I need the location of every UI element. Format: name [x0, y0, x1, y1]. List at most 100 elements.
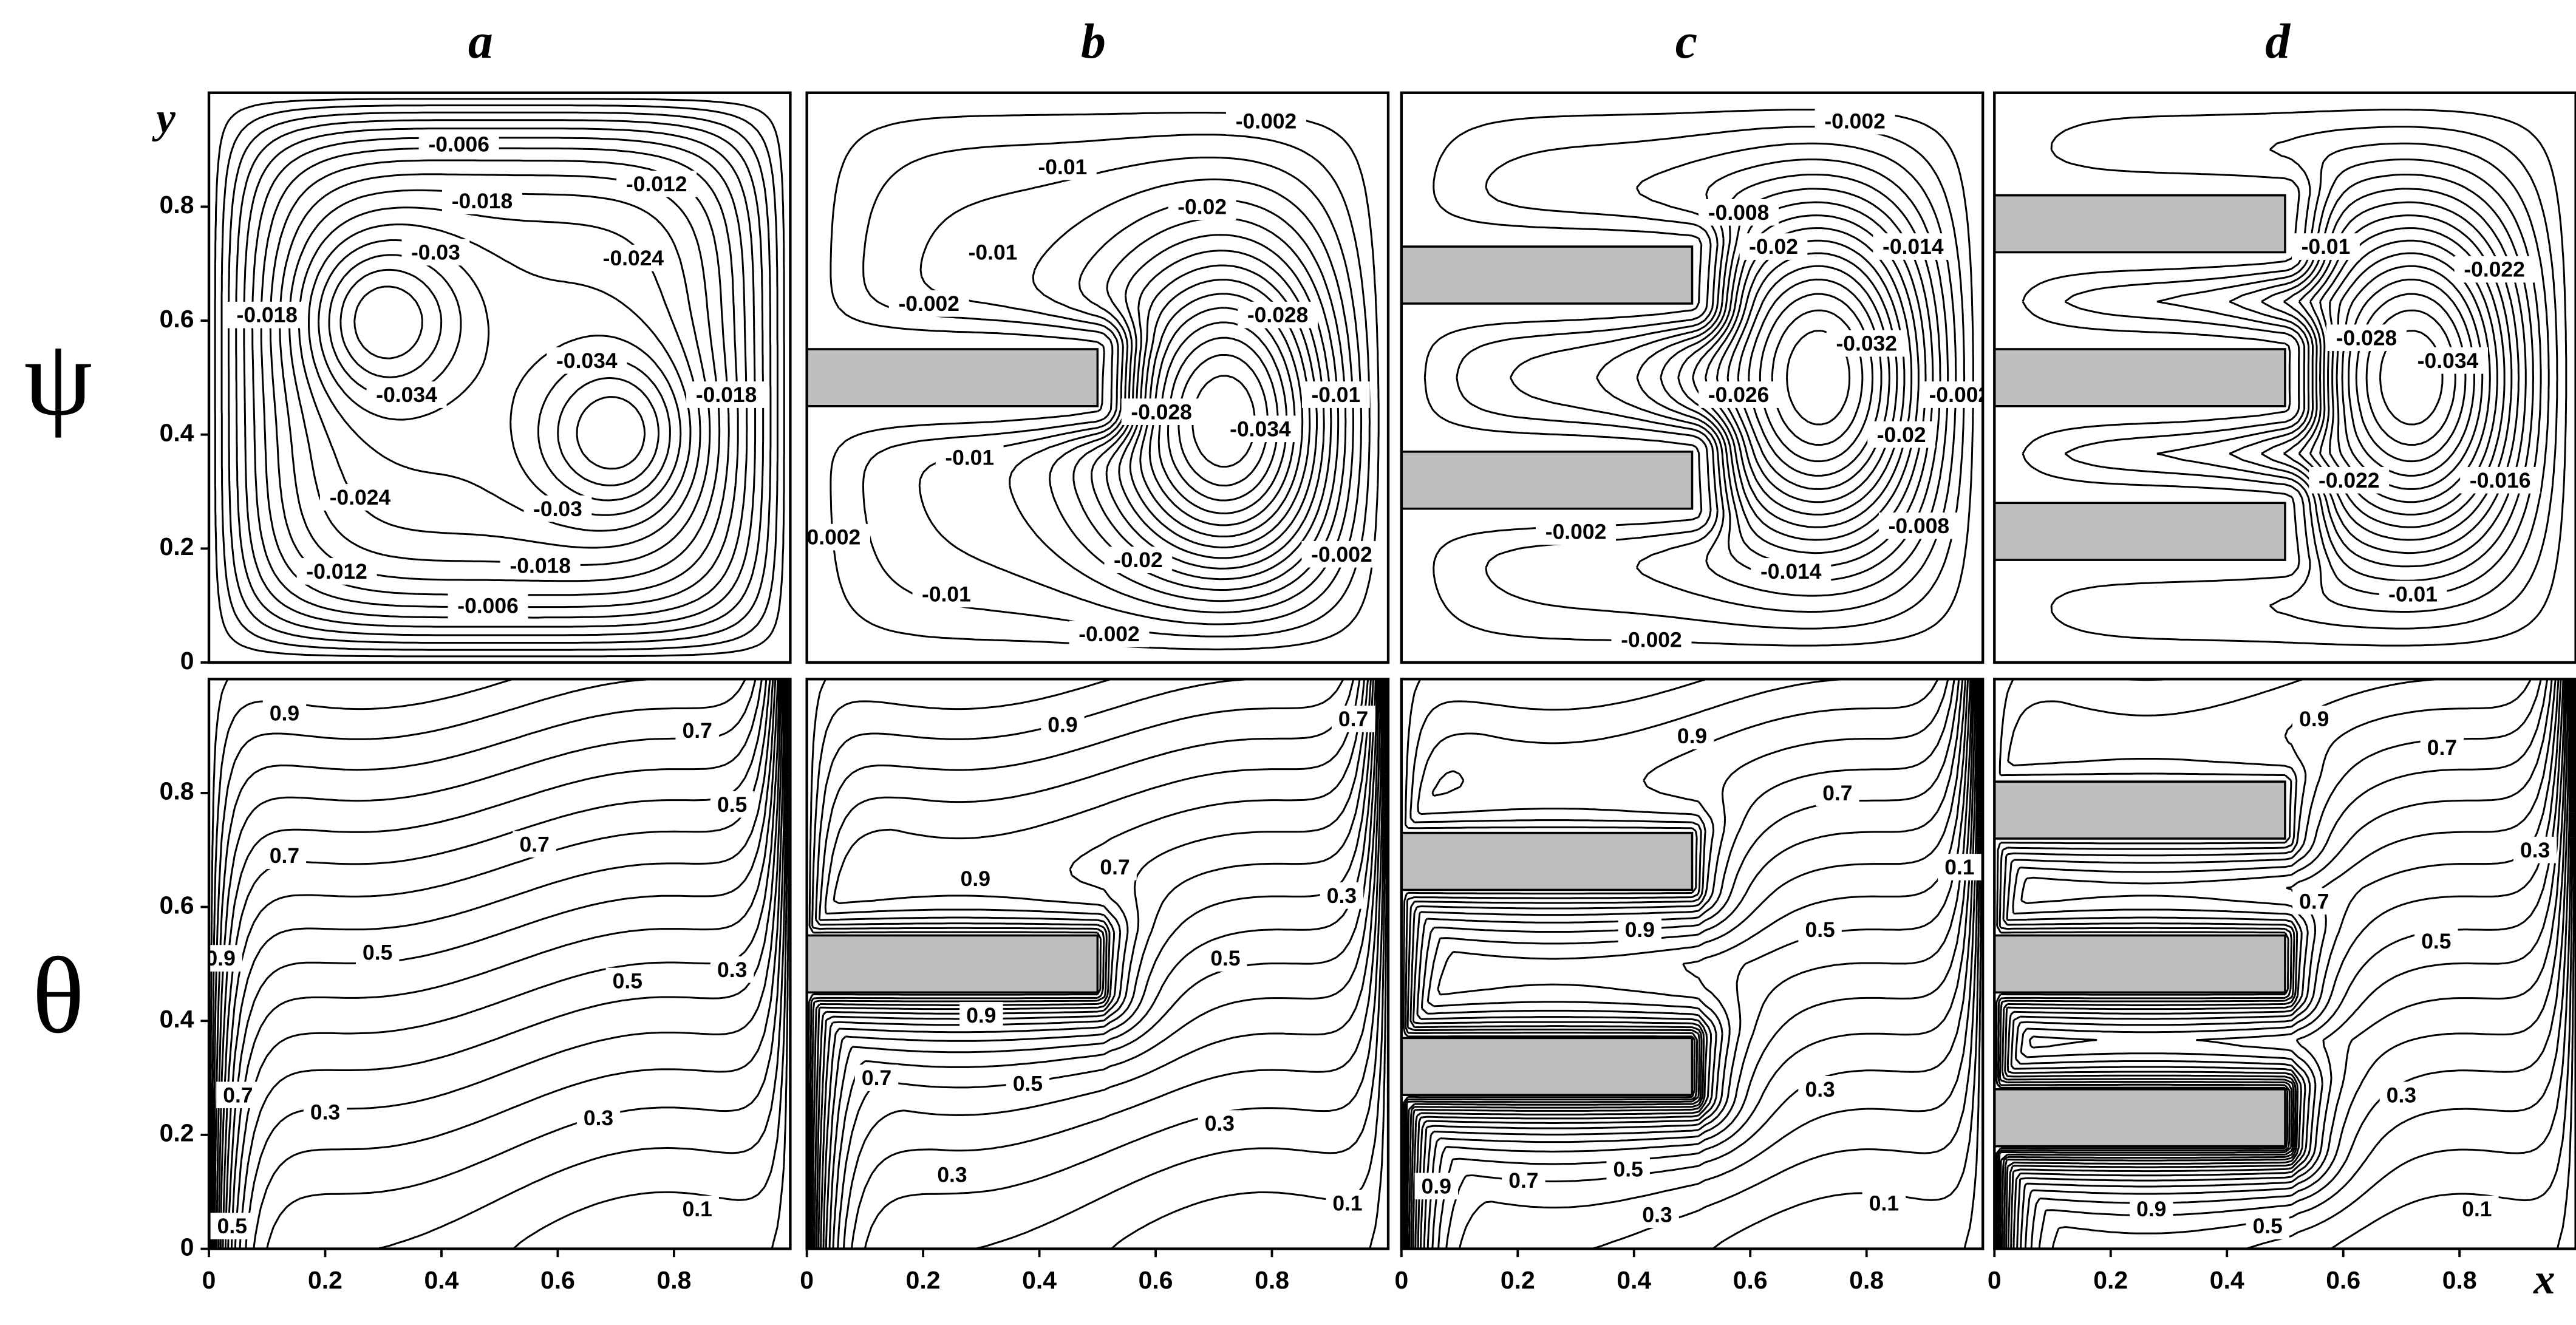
- label-background: [441, 188, 522, 214]
- contour-label: -0.01: [1311, 383, 1360, 407]
- label-background: [2454, 256, 2535, 283]
- contour-label: -0.03: [411, 240, 460, 265]
- contour-label: -0.026: [1708, 383, 1769, 407]
- contour-label: 0.1: [1332, 1191, 1362, 1216]
- contour-label: 0.5: [2253, 1214, 2283, 1238]
- label-background: [227, 301, 307, 329]
- x-tick-label: 0.4: [424, 1266, 459, 1294]
- y-tick-label: 0.2: [160, 533, 194, 560]
- contour-label: -0.034: [1230, 417, 1291, 441]
- obstacle: [806, 934, 1099, 994]
- contour-label: 0.7: [683, 718, 712, 743]
- contour-label: 0.9: [270, 701, 299, 726]
- contour-label: 0.3: [2387, 1083, 2416, 1107]
- contour-label: -0.002: [1929, 383, 1990, 407]
- contour-label: 0.1: [1869, 1191, 1899, 1216]
- label-background: [1168, 193, 1236, 220]
- contour-label: -0.01: [969, 240, 1018, 265]
- x-tick-label: 0: [1394, 1266, 1408, 1294]
- label-background: [1414, 1173, 1459, 1200]
- contour-label: -0.006: [428, 132, 489, 156]
- contour-label: 0.9: [966, 1003, 996, 1027]
- contour-label: -0.032: [1836, 332, 1896, 356]
- label-background: [576, 1104, 621, 1131]
- label-background: [1301, 381, 1370, 408]
- contour-label: -0.01: [2302, 234, 2351, 259]
- label-background: [401, 239, 470, 266]
- contour-label: 0.3: [1327, 884, 1357, 908]
- contour-label: 0.1: [2462, 1197, 2492, 1221]
- contour-label: -0.002: [898, 291, 959, 316]
- contour-label: 0.9: [2136, 1197, 2166, 1221]
- label-background: [2292, 233, 2360, 260]
- row-label: θ: [32, 935, 84, 1056]
- obstacle: [1994, 194, 2286, 254]
- contour-label: -0.028: [1247, 303, 1308, 327]
- contour-label: 0.7: [223, 1083, 253, 1107]
- y-axis-label: y: [151, 95, 175, 142]
- label-background: [930, 1161, 974, 1188]
- label-background: [686, 381, 767, 408]
- contour-label: 0.3: [1205, 1111, 1235, 1136]
- label-background: [1502, 1167, 1545, 1194]
- x-tick-label: 0: [1988, 1266, 2002, 1294]
- contour-label: -0.02: [1114, 548, 1163, 572]
- label-background: [1028, 153, 1097, 180]
- obstacle: [1401, 831, 1694, 891]
- label-background: [1635, 1201, 1679, 1228]
- obstacle: [1401, 1037, 1694, 1096]
- contour-label: -0.002: [1824, 109, 1885, 134]
- obstacle: [1401, 451, 1694, 510]
- label-background: [1606, 1156, 1650, 1182]
- x-axis-label: x: [2533, 1256, 2555, 1303]
- panel-frame: [207, 91, 792, 664]
- contour-label: -0.024: [603, 246, 664, 270]
- contour-label: 0.5: [1013, 1072, 1043, 1096]
- contour-label: -0.002: [1236, 109, 1297, 134]
- label-background: [1699, 199, 1779, 226]
- label-background: [303, 1098, 347, 1126]
- x-tick-label: 0.2: [2093, 1266, 2128, 1294]
- contour-label: 0.7: [1508, 1168, 1538, 1193]
- label-background: [1320, 882, 1364, 909]
- panel-frame: [805, 91, 1390, 664]
- label-background: [1238, 301, 1318, 329]
- label-background: [1938, 854, 1981, 880]
- contour-label: -0.002: [1311, 542, 1372, 567]
- contour-label: 0.3: [2520, 838, 2550, 862]
- label-background: [1006, 1070, 1050, 1097]
- label-background: [1798, 916, 1842, 943]
- contour-label: -0.018: [452, 189, 513, 213]
- contour-label: 0.9: [2299, 707, 2329, 731]
- contour-label: 0.5: [717, 792, 747, 817]
- x-tick-label: 0.4: [1022, 1266, 1057, 1294]
- contour-label: -0.014: [1883, 234, 1944, 259]
- contour-label: 0.7: [1338, 707, 1368, 731]
- label-background: [1798, 1076, 1842, 1103]
- contour-label: 0.5: [613, 969, 642, 993]
- column-label: d: [2265, 13, 2291, 69]
- label-background: [593, 245, 673, 271]
- contour-label: 0.7: [862, 1066, 891, 1090]
- contour-label: 0.3: [937, 1163, 967, 1187]
- label-background: [2130, 1196, 2173, 1222]
- contour-label: -0.012: [626, 172, 687, 196]
- contour-label: -0.03: [533, 497, 582, 521]
- contour-label: -0.006: [457, 593, 518, 618]
- y-tick-label: 0: [180, 647, 194, 675]
- contour-label: 0.5: [1613, 1157, 1643, 1181]
- contour-label: -0.028: [1131, 400, 1191, 424]
- contour-label: -0.022: [2464, 257, 2524, 282]
- contour-label: -0.022: [2319, 468, 2379, 492]
- contour-label: -0.02: [1749, 234, 1798, 259]
- panel: 0.9 0.7 0.1 0.9 0.5 0.3 0.9 0.7 0.5 0.3 0.1: [1401, 679, 1983, 1249]
- contour-label: -0.002: [1078, 622, 1139, 646]
- label-background: [262, 842, 307, 869]
- label-background: [2455, 1196, 2499, 1222]
- label-background: [2420, 734, 2464, 761]
- x-tick-label: 0.8: [1255, 1266, 1289, 1294]
- contour-label: 0.5: [217, 1214, 247, 1238]
- contour-label: 0.9: [1625, 918, 1655, 942]
- label-background: [675, 1196, 719, 1222]
